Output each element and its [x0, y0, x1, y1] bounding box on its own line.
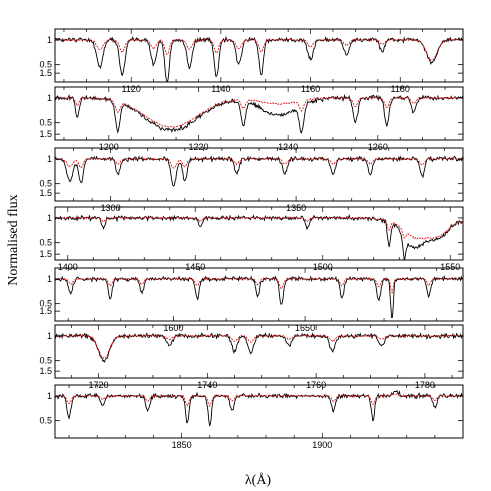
model-spectrum-line	[55, 393, 463, 407]
spectrum-panel-4: 1.5 1 0.5 1400 1450 1500 1550	[39, 188, 464, 272]
x-tick-label: 1600	[163, 323, 183, 333]
spectrum-lines	[55, 35, 463, 82]
y-tick-label: 1	[47, 213, 52, 223]
spectrum-lines	[55, 274, 463, 319]
x-tick-label: 1400	[58, 262, 78, 272]
y-tick-label: 0.5	[39, 118, 52, 128]
y-tick-label: 1.5	[39, 249, 52, 259]
observed-spectrum-line	[55, 274, 463, 319]
spectrum-panel-2: 1.5 1 0.5 1200 1220 1240 1260	[39, 68, 464, 152]
panel-frame	[54, 267, 464, 322]
x-tick-label: 1850	[172, 440, 192, 450]
model-spectrum-line	[55, 216, 463, 240]
spectrum-lines	[55, 155, 463, 187]
spectrum-panel-5: 1.5 1 0.5 1600 1650	[39, 249, 464, 333]
panel-frame	[54, 384, 464, 439]
panel-frame	[54, 86, 464, 141]
y-tick-label: 0.5	[39, 179, 52, 189]
model-spectrum-line	[55, 157, 463, 169]
x-tick-label: 1500	[313, 262, 333, 272]
spectrum-panel-3: 1.5 1 0.5 1300 1350	[39, 129, 464, 213]
spectrum-lines	[55, 332, 463, 363]
spectrum-panel-7: 1.5 1 0.5 1850 1900	[39, 366, 464, 450]
x-axis-label: λ(Å)	[245, 472, 272, 488]
x-tick-label: 1260	[368, 142, 388, 152]
y-tick-label: 1.5	[39, 306, 52, 316]
observed-spectrum-line	[55, 213, 463, 260]
x-tick-label: 1550	[440, 262, 460, 272]
y-tick-label: 1	[47, 35, 52, 45]
y-tick-label: 0.5	[39, 356, 52, 366]
x-tick-label: 1220	[188, 142, 208, 152]
y-tick-label: 0.5	[39, 60, 52, 70]
x-tick-label: 1300	[101, 203, 121, 213]
panel-frame	[54, 324, 464, 379]
y-tick-label: 1	[47, 154, 52, 164]
x-tick-label: 1650	[295, 323, 315, 333]
y-tick-label: 1.5	[39, 366, 52, 376]
y-tick-label: 1.5	[39, 68, 52, 78]
spectrum-lines	[55, 93, 463, 134]
observed-spectrum-line	[55, 93, 463, 134]
observed-spectrum-line	[55, 35, 463, 82]
model-spectrum-line	[55, 96, 463, 128]
y-axis-label: Normalised flux	[6, 194, 21, 285]
x-tick-label: 1900	[312, 440, 332, 450]
y-tick-label: 1.5	[39, 188, 52, 198]
y-tick-label: 1	[47, 391, 52, 401]
panel-frame	[54, 147, 464, 202]
observed-spectrum-line	[55, 332, 463, 363]
panel-frame	[54, 28, 464, 83]
x-tick-label: 1450	[185, 262, 205, 272]
spectrum-lines	[55, 390, 463, 427]
panel-frame	[54, 206, 464, 261]
spectrum-lines	[55, 213, 463, 260]
x-tick-label: 1200	[99, 142, 119, 152]
y-tick-label: 1	[47, 274, 52, 284]
model-spectrum-line	[55, 277, 463, 294]
x-tick-label: 1240	[278, 142, 298, 152]
y-tick-label: 0.5	[39, 238, 52, 248]
model-spectrum-line	[55, 38, 463, 62]
y-tick-label: 1	[47, 93, 52, 103]
model-spectrum-line	[55, 334, 463, 359]
observed-spectrum-line	[55, 390, 463, 427]
observed-spectrum-line	[55, 155, 463, 187]
y-tick-label: 0.5	[39, 299, 52, 309]
x-tick-label: 1350	[286, 203, 306, 213]
y-tick-label: 1.5	[39, 129, 52, 139]
y-tick-label: 0.5	[39, 416, 52, 426]
y-tick-label: 1	[47, 331, 52, 341]
